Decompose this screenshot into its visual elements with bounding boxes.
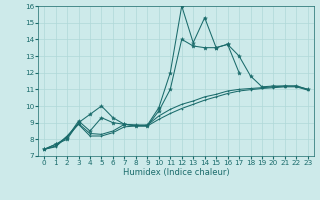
X-axis label: Humidex (Indice chaleur): Humidex (Indice chaleur) (123, 168, 229, 177)
